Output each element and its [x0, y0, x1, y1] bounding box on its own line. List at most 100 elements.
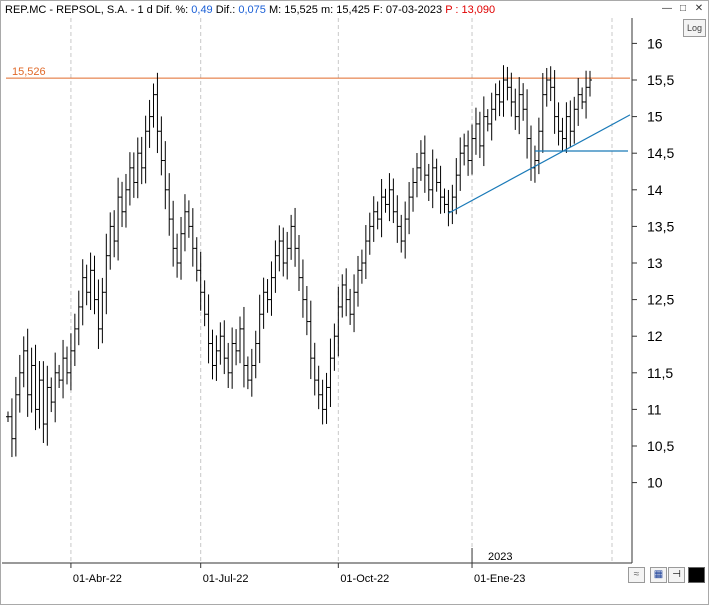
maximize-icon[interactable]: □	[679, 3, 687, 14]
ohlc-bar	[348, 288, 353, 325]
ohlc-bar	[269, 261, 274, 316]
trend-line[interactable]	[448, 114, 631, 214]
ohlc-bar	[564, 102, 569, 153]
dif-pct-label: Dif. %:	[155, 4, 189, 16]
chart-header: REP.MC - REPSOL, S.A. - 1 d Dif. %: 0,49…	[5, 3, 495, 17]
ohlc-bar	[367, 212, 372, 255]
ohlc-bar	[17, 354, 22, 413]
ohlc-bar	[560, 117, 565, 152]
ohlc-bar	[72, 313, 77, 367]
ohlc-bar	[450, 184, 455, 225]
ohlc-bar	[249, 348, 254, 397]
ohlc-bar	[391, 178, 396, 224]
dif-value: 0,075	[238, 4, 266, 16]
ohlc-bar	[517, 77, 522, 135]
ohlc-bar	[544, 67, 549, 107]
ohlc-bar	[422, 135, 427, 193]
ohlc-bar	[198, 251, 203, 311]
ohlc-bar	[182, 194, 187, 252]
ohlc-bars	[6, 65, 592, 458]
ohlc-bar	[175, 233, 180, 278]
pin-icon[interactable]: ⊣	[668, 567, 685, 583]
ohlc-bar	[84, 264, 89, 306]
ohlc-bar	[76, 290, 81, 346]
ohlc-bar	[289, 214, 294, 260]
ohlc-bar	[210, 329, 215, 380]
ohlc-bar	[336, 286, 341, 357]
ohlc-bar	[29, 347, 34, 413]
ohlc-bar	[576, 78, 581, 126]
grid-lines	[70, 18, 613, 568]
ohlc-bar	[108, 212, 113, 270]
ohlc-bar	[226, 342, 231, 389]
ohlc-bar	[61, 339, 66, 399]
ohlc-bar	[245, 356, 250, 390]
ohlc-bar	[285, 231, 290, 280]
ohlc-bar	[403, 201, 408, 259]
x-tick-label: 01-Ene-23	[474, 573, 525, 585]
ohlc-bar	[505, 66, 510, 101]
ohlc-bar	[304, 286, 309, 336]
ohlc-bar	[470, 124, 475, 175]
ohlc-bar	[552, 70, 557, 134]
y-tick-label: 14,5	[647, 145, 674, 161]
log-scale-button[interactable]: Log	[683, 19, 706, 37]
x-tick-labels: 01-Abr-22 01-Jul-22 01-Oct-22 01-Ene-23	[73, 573, 525, 585]
ohlc-bar	[190, 208, 195, 267]
color-swatch-icon[interactable]	[688, 567, 705, 583]
ohlc-bar	[257, 294, 262, 364]
ohlc-bar	[171, 200, 176, 267]
ohlc-bar	[151, 83, 156, 128]
ohlc-bar	[359, 249, 364, 284]
ohlc-bar	[584, 70, 589, 119]
ohlc-bar	[112, 210, 117, 258]
ohlc-bar	[485, 109, 490, 132]
ohlc-bar	[238, 316, 243, 364]
save-icon[interactable]: ▦	[650, 567, 667, 583]
ohlc-bar	[163, 141, 168, 210]
ohlc-bar	[556, 102, 561, 146]
ohlc-bar	[320, 379, 325, 425]
ohlc-bar	[45, 365, 50, 446]
y-tick-label: 16	[647, 35, 663, 51]
max-label: M:	[268, 4, 282, 16]
ohlc-bar	[572, 96, 577, 144]
ohlc-bar	[426, 163, 431, 202]
ohlc-bar	[399, 214, 404, 253]
ohlc-bar	[513, 88, 518, 130]
ohlc-bar	[116, 177, 121, 261]
ohlc-bar	[454, 158, 459, 215]
ohlc-bar	[21, 336, 26, 388]
ohlc-bar	[120, 181, 125, 228]
ohlc-bar	[64, 346, 69, 385]
close-icon[interactable]: ✕	[694, 3, 704, 14]
dif-pct-value: 0,49	[191, 4, 213, 16]
ohlc-bar	[462, 133, 467, 166]
ohlc-bar	[96, 279, 101, 349]
ohlc-bar	[265, 279, 270, 313]
restore-icon[interactable]: ≈	[628, 567, 645, 583]
max-value: 15,525	[284, 4, 318, 16]
y-tick-label: 14	[647, 182, 663, 198]
ohlc-bar	[6, 411, 10, 422]
ohlc-bar	[481, 96, 486, 167]
ohlc-bar	[383, 188, 388, 213]
minimize-icon[interactable]: —	[662, 3, 672, 14]
y-tick-labels: 16 15,5 15 14,5 14 13,5 13 12,5 12 11,5 11 10,5 10	[647, 35, 674, 490]
ohlc-bar	[434, 158, 439, 192]
ohlc-bar	[509, 72, 514, 117]
date-value: 07-03-2023	[385, 4, 443, 16]
y-tick-label: 10	[647, 475, 663, 491]
ohlc-bar	[241, 306, 246, 388]
ohlc-bar	[41, 361, 46, 443]
y-tick-label: 15,5	[647, 72, 674, 88]
ohlc-bar	[312, 342, 317, 396]
ohlc-bar	[332, 323, 337, 371]
ohlc-bar	[281, 227, 286, 277]
ohlc-bar	[473, 107, 478, 155]
ohlc-bar	[261, 277, 266, 329]
ohlc-bar	[477, 111, 482, 159]
ohlc-bar	[194, 237, 199, 282]
ohlc-bar	[497, 80, 502, 117]
